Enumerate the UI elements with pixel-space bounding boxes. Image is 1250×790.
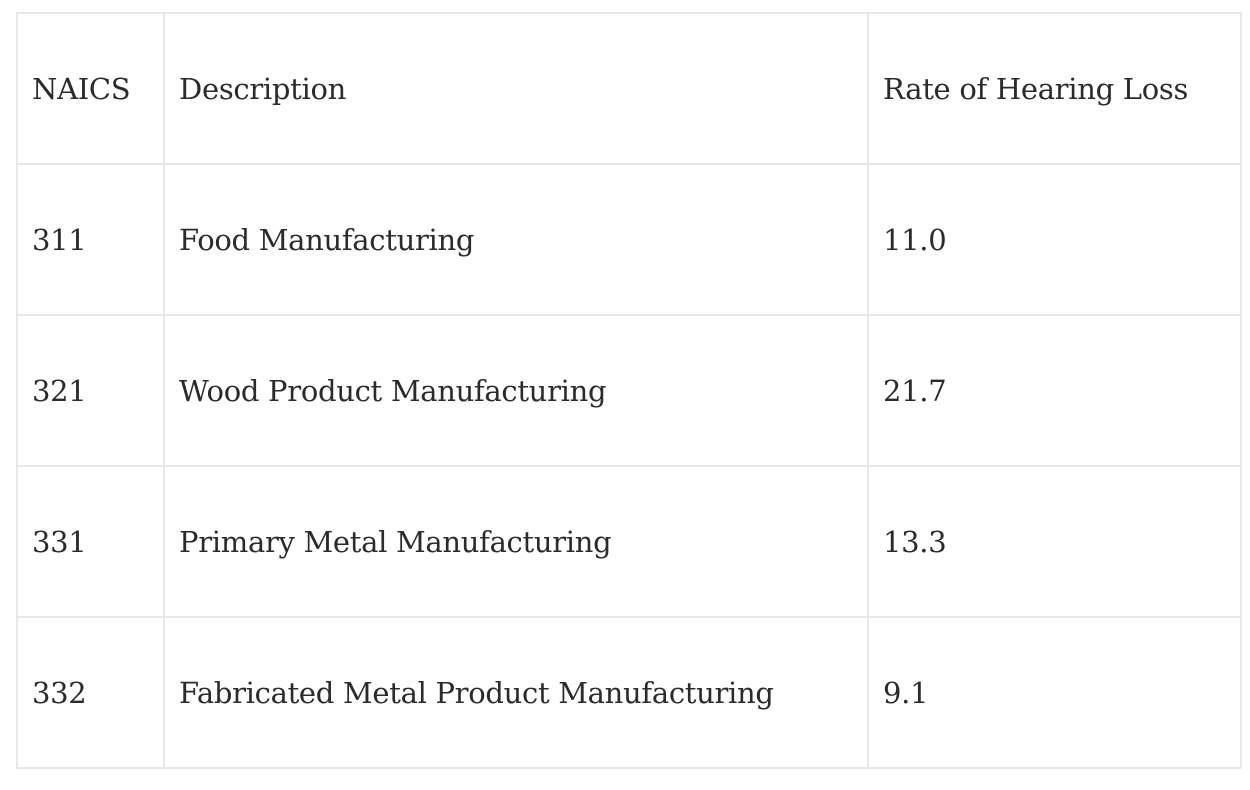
cell-naics: 311	[16, 163, 165, 316]
cell-rate: 21.7	[867, 314, 1242, 467]
cell-naics: 332	[16, 616, 165, 769]
cell-naics: 331	[16, 465, 165, 618]
cell-rate: 11.0	[867, 163, 1242, 316]
table-header-row: NAICS Description Rate of Hearing Loss	[16, 12, 1242, 165]
cell-description: Wood Product Manufacturing	[163, 314, 869, 467]
header-naics: NAICS	[16, 12, 165, 165]
cell-description: Fabricated Metal Product Manufacturing	[163, 616, 869, 769]
table-row: 311 Food Manufacturing 11.0	[16, 163, 1242, 316]
cell-description: Primary Metal Manufacturing	[163, 465, 869, 618]
table-row: 321 Wood Product Manufacturing 21.7	[16, 314, 1242, 467]
table-row: 332 Fabricated Metal Product Manufacturi…	[16, 616, 1242, 769]
cell-rate: 13.3	[867, 465, 1242, 618]
hearing-loss-table: NAICS Description Rate of Hearing Loss 3…	[16, 12, 1242, 769]
cell-description: Food Manufacturing	[163, 163, 869, 316]
header-description: Description	[163, 12, 869, 165]
header-rate-of-hearing-loss: Rate of Hearing Loss	[867, 12, 1242, 165]
cell-rate: 9.1	[867, 616, 1242, 769]
table-row: 331 Primary Metal Manufacturing 13.3	[16, 465, 1242, 618]
cell-naics: 321	[16, 314, 165, 467]
